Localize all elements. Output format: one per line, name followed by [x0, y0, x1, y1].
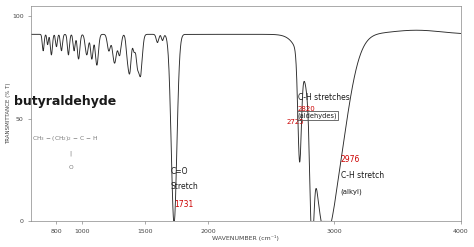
Text: C-H stretch: C-H stretch — [341, 171, 384, 180]
Text: 2725: 2725 — [286, 119, 304, 125]
Text: |: | — [70, 150, 72, 156]
Y-axis label: TRANSMITTANCE (% T): TRANSMITTANCE (% T) — [6, 83, 10, 144]
Text: (alkyl): (alkyl) — [341, 188, 363, 195]
X-axis label: WAVENUMBER (cm⁻¹): WAVENUMBER (cm⁻¹) — [212, 235, 279, 242]
Text: 2820: 2820 — [298, 106, 315, 112]
Text: butyraldehyde: butyraldehyde — [14, 95, 117, 108]
Text: O: O — [68, 165, 73, 170]
Text: C=O: C=O — [170, 167, 188, 176]
Text: Stretch: Stretch — [170, 182, 198, 191]
Text: (aldehydes): (aldehydes) — [298, 112, 337, 119]
Text: 1731: 1731 — [174, 200, 193, 209]
Text: C-H stretches: C-H stretches — [298, 93, 349, 102]
Text: 2976: 2976 — [341, 155, 360, 164]
Text: CH$_3$ $-$ (CH$_2$)$_2$ $-$ C $-$ H: CH$_3$ $-$ (CH$_2$)$_2$ $-$ C $-$ H — [32, 134, 98, 143]
